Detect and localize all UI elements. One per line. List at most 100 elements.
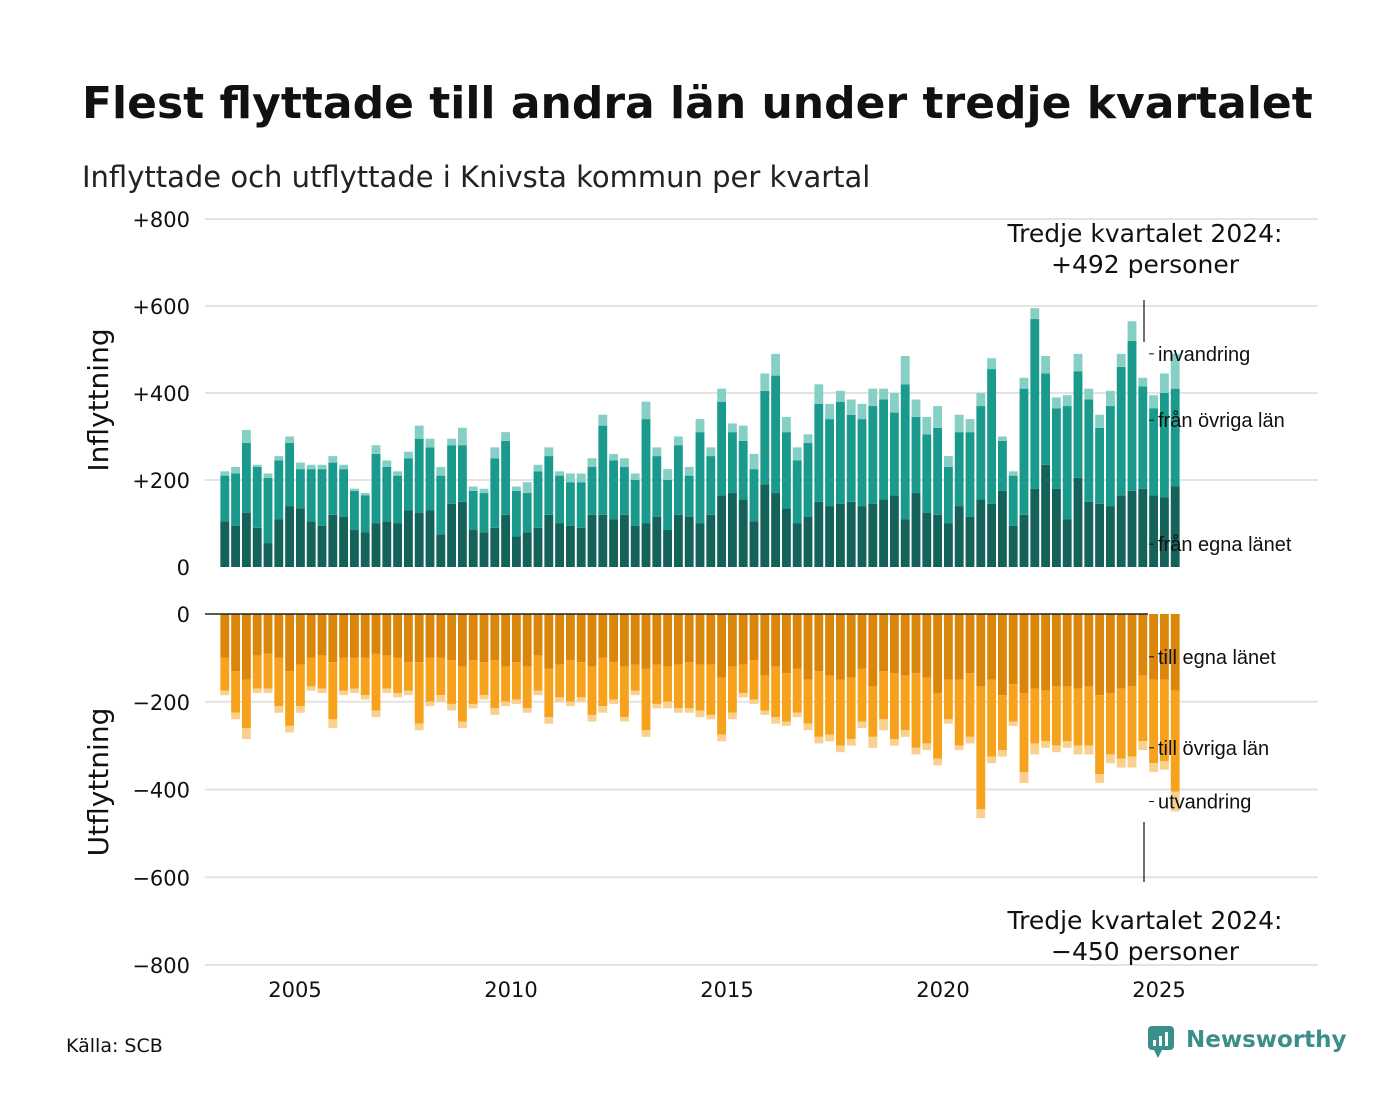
bar-in-own-county	[652, 516, 662, 567]
bar-in-immigration	[749, 453, 759, 470]
bar-in-own-county	[382, 521, 392, 567]
bar-in-immigration	[1149, 395, 1159, 409]
bar-out-emigration	[792, 712, 802, 718]
bar-out-emigration	[825, 734, 835, 742]
bar-in-own-county	[987, 503, 997, 567]
segment-label-bottom: till övriga län	[1158, 738, 1269, 760]
bar-out-own-county	[965, 614, 975, 674]
bar-in-immigration	[1138, 377, 1148, 387]
bar-in-other-counties	[835, 401, 845, 504]
bar-in-own-county	[555, 523, 565, 567]
bar-in-immigration	[565, 473, 575, 483]
bar-in-other-counties	[846, 414, 856, 502]
bar-in-other-counties	[1051, 408, 1061, 489]
bar-in-own-county	[274, 519, 284, 567]
bar-out-other-counties	[1116, 688, 1126, 759]
bar-in-own-county	[727, 493, 737, 567]
bar-out-other-counties	[587, 666, 597, 715]
bar-out-own-county	[781, 614, 791, 674]
bar-out-own-county	[760, 614, 770, 676]
bar-out-emigration	[911, 747, 921, 755]
bar-in-own-county	[965, 516, 975, 567]
bar-in-immigration	[1073, 353, 1083, 372]
bar-out-own-county	[673, 614, 683, 665]
bar-in-own-county	[825, 506, 835, 567]
bar-in-own-county	[479, 532, 489, 567]
bar-out-other-counties	[706, 664, 716, 715]
bar-out-other-counties	[695, 664, 705, 711]
bar-out-emigration	[717, 734, 727, 742]
bar-in-own-county	[792, 523, 802, 567]
bar-in-own-county	[263, 543, 273, 567]
bar-out-own-county	[295, 614, 305, 665]
bar-out-own-county	[403, 614, 413, 663]
bar-in-immigration	[630, 473, 640, 480]
bar-in-own-county	[1051, 488, 1061, 567]
bar-out-other-counties	[425, 657, 435, 702]
bar-out-other-counties	[1170, 690, 1180, 792]
bar-out-other-counties	[565, 660, 575, 702]
bar-out-own-county	[501, 614, 511, 667]
bar-in-own-county	[425, 510, 435, 567]
bar-out-other-counties	[803, 679, 813, 724]
bar-in-own-county	[771, 493, 781, 567]
bar-out-emigration	[252, 688, 262, 693]
bar-out-emigration	[749, 699, 759, 704]
bar-out-emigration	[360, 695, 370, 700]
bar-in-own-county	[393, 523, 403, 567]
bar-out-own-county	[846, 614, 856, 678]
bar-out-own-county	[285, 614, 295, 672]
bar-in-own-county	[609, 519, 619, 567]
bar-out-own-county	[252, 614, 262, 656]
bar-out-own-county	[349, 614, 359, 658]
bar-in-own-county	[295, 508, 305, 567]
bar-out-emigration	[457, 721, 467, 729]
bar-in-other-counties	[252, 466, 262, 528]
y-tick-top: +800	[132, 208, 190, 232]
bar-in-other-counties	[738, 440, 748, 500]
segment-labels: från egna länet från övriga län invandring…	[1149, 344, 1292, 814]
bar-in-own-county	[317, 525, 327, 567]
bar-out-other-counties	[231, 671, 241, 713]
bar-in-other-counties	[868, 406, 878, 504]
bar-out-emigration	[1084, 745, 1094, 755]
bar-in-own-county	[1041, 464, 1051, 567]
y-tick-bottom: −600	[132, 866, 190, 890]
bar-in-own-county	[868, 503, 878, 567]
bar-out-other-counties	[501, 666, 511, 702]
bar-in-other-counties	[987, 369, 997, 504]
bar-in-own-county	[576, 527, 586, 567]
bar-in-own-county	[1138, 488, 1148, 567]
bar-in-other-counties	[825, 419, 835, 507]
bar-in-immigration	[360, 493, 370, 496]
bar-in-other-counties	[630, 480, 640, 526]
bar-in-own-county	[1019, 514, 1029, 567]
bar-in-own-county	[349, 530, 359, 567]
bar-in-immigration	[533, 464, 543, 472]
bar-in-own-county	[220, 521, 230, 567]
bar-in-own-county	[414, 512, 424, 567]
bar-out-other-counties	[760, 675, 770, 711]
bar-in-immigration	[544, 447, 554, 457]
bar-out-other-counties	[447, 660, 457, 704]
bar-out-emigration	[619, 717, 629, 722]
bar-in-immigration	[792, 447, 802, 461]
bar-in-other-counties	[274, 460, 284, 520]
bar-in-immigration	[803, 434, 813, 444]
bar-out-own-county	[1127, 614, 1137, 687]
bar-out-emigration	[943, 719, 953, 724]
bar-in-immigration	[846, 399, 856, 415]
bar-out-own-county	[274, 614, 284, 658]
bar-out-own-county	[619, 614, 629, 667]
bar-out-emigration	[393, 692, 403, 698]
bar-out-other-counties	[727, 666, 737, 713]
logo-icon	[1148, 1026, 1174, 1058]
bar-out-other-counties	[576, 662, 586, 698]
annotation-inflow: Tredje kvartalet 2024: +492 personer	[1007, 219, 1282, 342]
bar-out-own-county	[306, 614, 316, 658]
bar-in-immigration	[965, 419, 975, 433]
bar-in-own-county	[544, 514, 554, 567]
bar-out-own-county	[663, 614, 673, 667]
bar-in-other-counties	[1116, 366, 1126, 496]
bar-out-emigration	[436, 695, 446, 702]
